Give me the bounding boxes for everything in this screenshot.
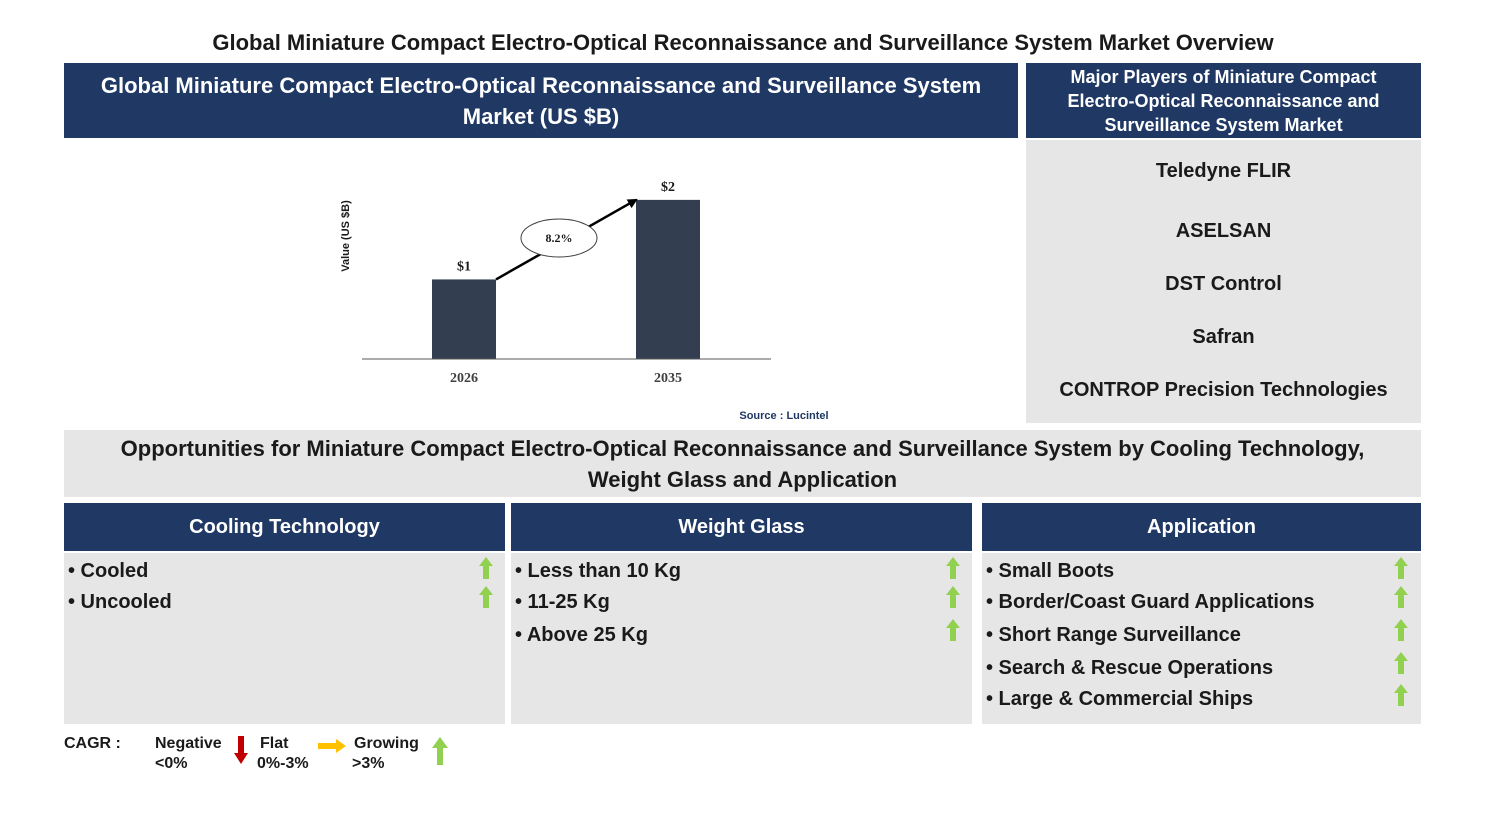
x-tick-label: 2035 bbox=[654, 371, 682, 386]
player-item: CONTROP Precision Technologies bbox=[1059, 379, 1388, 401]
segment-header-cooling-technology: Cooling Technology bbox=[64, 503, 505, 551]
legend-flat-range: 0%-3% bbox=[257, 755, 309, 772]
up-arrow-icon bbox=[479, 586, 493, 608]
up-arrow-icon bbox=[946, 619, 960, 641]
cagr-label: 8.2% bbox=[546, 231, 573, 245]
segment-item: • Above 25 Kg bbox=[515, 624, 648, 646]
segment-body-weight-glass: • Less than 10 Kg • 11-25 Kg • Above 25 … bbox=[511, 553, 972, 724]
opportunities-title: Opportunities for Miniature Compact Elec… bbox=[64, 430, 1421, 497]
up-arrow-icon bbox=[1394, 619, 1408, 641]
segment-header-application: Application bbox=[982, 503, 1421, 551]
up-arrow-icon bbox=[479, 557, 493, 579]
market-bar-chart: Value (US $B) $1 2026 $2 2035 8.2% Source :… bbox=[340, 180, 829, 422]
bar-2026 bbox=[432, 279, 496, 359]
segment-item: • Search & Rescue Operations bbox=[986, 657, 1274, 679]
segment-item: • 11-25 Kg bbox=[515, 591, 610, 613]
legend-negative-name: Negative bbox=[155, 735, 222, 752]
chart-header: Global Miniature Compact Electro-Optical… bbox=[64, 63, 1018, 138]
up-arrow-icon bbox=[1394, 557, 1408, 579]
y-axis-label: Value (US $B) bbox=[340, 200, 352, 272]
legend-label: CAGR : bbox=[64, 735, 121, 752]
up-arrow-icon bbox=[1394, 652, 1408, 674]
segment-body-application: • Small Boots • Border/Coast Guard Appli… bbox=[982, 553, 1421, 724]
up-arrow-icon bbox=[1394, 684, 1408, 706]
segment-item: • Less than 10 Kg bbox=[515, 560, 681, 582]
player-item: ASELSAN bbox=[1175, 220, 1272, 242]
data-label: $2 bbox=[661, 180, 675, 195]
players-list: Teledyne FLIR ASELSAN DST Control Safran… bbox=[1026, 140, 1421, 423]
x-tick-label: 2026 bbox=[450, 371, 478, 386]
data-label: $1 bbox=[457, 259, 471, 274]
segment-header-weight-glass: Weight Glass bbox=[511, 503, 972, 551]
segment-body-cooling-technology: • Cooled • Uncooled bbox=[64, 553, 505, 724]
legend-negative-range: <0% bbox=[155, 755, 188, 772]
legend-flat-name: Flat bbox=[260, 735, 289, 752]
down-arrow-icon bbox=[234, 736, 248, 764]
players-header: Major Players of Miniature Compact Elect… bbox=[1026, 63, 1421, 138]
segment-item: • Cooled bbox=[68, 560, 149, 582]
segment-item: • Uncooled bbox=[68, 591, 172, 613]
cagr-bubble bbox=[520, 218, 598, 258]
player-item: DST Control bbox=[1165, 273, 1282, 295]
player-item: Teledyne FLIR bbox=[1155, 160, 1292, 182]
chart-source: Source : Lucintel bbox=[739, 410, 828, 422]
bar-2035 bbox=[636, 199, 700, 359]
legend-growing-name: Growing bbox=[354, 735, 419, 752]
bars-layer: $1 2026 $2 2035 bbox=[432, 180, 700, 386]
up-arrow-icon bbox=[1394, 586, 1408, 608]
up-arrow-icon bbox=[946, 586, 960, 608]
segment-item: • Border/Coast Guard Applications bbox=[986, 591, 1315, 613]
up-arrow-icon bbox=[946, 557, 960, 579]
segment-item: • Short Range Surveillance bbox=[986, 624, 1241, 646]
segment-item: • Small Boots bbox=[986, 560, 1115, 582]
right-arrow-icon bbox=[318, 739, 346, 753]
legend-growing-range: >3% bbox=[352, 755, 385, 772]
page-title: Global Miniature Compact Electro-Optical… bbox=[212, 30, 1274, 55]
player-item: Safran bbox=[1192, 326, 1255, 348]
segment-item: • Large & Commercial Ships bbox=[986, 688, 1254, 710]
up-arrow-icon bbox=[432, 737, 448, 765]
